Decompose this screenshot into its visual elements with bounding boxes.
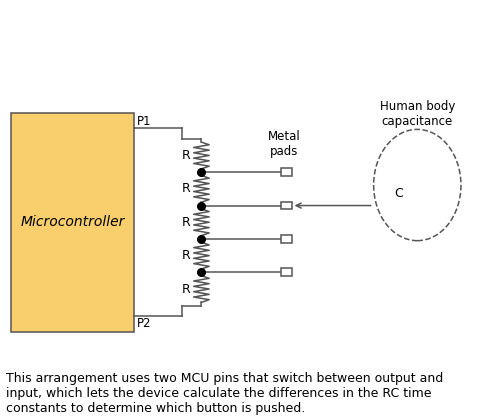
Text: P2: P2 [137, 317, 151, 330]
Bar [281, 269, 292, 276]
Bar [281, 235, 292, 243]
Text: R: R [182, 216, 190, 229]
FancyBboxPatch shape [11, 113, 135, 332]
Text: R: R [182, 249, 190, 262]
Text: Microcontroller: Microcontroller [20, 215, 125, 229]
Bar [281, 168, 292, 176]
Text: R: R [182, 182, 190, 195]
Text: R: R [182, 282, 190, 295]
Text: Human body
capacitance: Human body capacitance [380, 100, 455, 128]
Text: This arrangement uses two MCU pins that switch between output and
input, which l: This arrangement uses two MCU pins that … [6, 372, 443, 415]
Bar [281, 202, 292, 210]
Text: P1: P1 [137, 115, 151, 128]
Text: C: C [395, 187, 403, 200]
Text: R: R [182, 149, 190, 162]
Text: Metal
pads: Metal pads [267, 129, 300, 158]
Ellipse shape [374, 129, 461, 241]
